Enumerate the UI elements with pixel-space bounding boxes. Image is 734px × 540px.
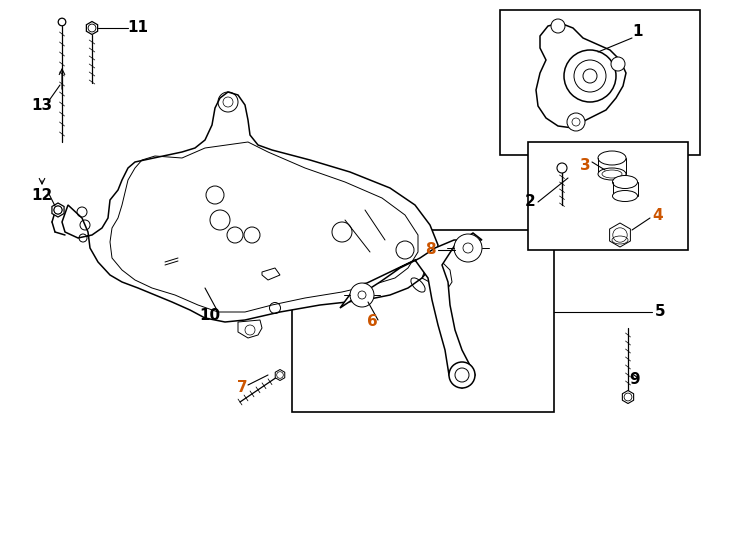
Ellipse shape <box>598 151 626 165</box>
Circle shape <box>454 234 482 262</box>
Text: 5: 5 <box>655 305 665 320</box>
Circle shape <box>449 362 475 388</box>
Polygon shape <box>340 233 482 388</box>
Polygon shape <box>62 92 438 322</box>
Circle shape <box>557 163 567 173</box>
Ellipse shape <box>598 168 626 180</box>
Polygon shape <box>52 203 64 217</box>
Circle shape <box>564 50 616 102</box>
Text: 4: 4 <box>653 207 664 222</box>
Text: 9: 9 <box>630 373 640 388</box>
Circle shape <box>350 283 374 307</box>
Circle shape <box>358 291 366 299</box>
Bar <box>528 142 688 250</box>
Circle shape <box>542 29 570 57</box>
Circle shape <box>611 57 625 71</box>
Text: 7: 7 <box>236 381 247 395</box>
Circle shape <box>567 113 585 131</box>
Text: 10: 10 <box>200 307 220 322</box>
Polygon shape <box>536 23 626 128</box>
Text: 2: 2 <box>525 194 535 210</box>
Polygon shape <box>622 390 633 403</box>
Text: 12: 12 <box>32 187 53 202</box>
Ellipse shape <box>612 191 638 201</box>
Polygon shape <box>610 223 631 247</box>
Text: 1: 1 <box>633 24 643 39</box>
Text: 3: 3 <box>580 158 590 172</box>
Text: 8: 8 <box>425 242 435 258</box>
Polygon shape <box>87 22 98 35</box>
Bar <box>292 230 554 412</box>
Circle shape <box>58 18 66 26</box>
Bar <box>500 10 700 155</box>
Ellipse shape <box>612 176 638 188</box>
Text: 13: 13 <box>32 98 53 112</box>
Circle shape <box>551 19 565 33</box>
Text: 11: 11 <box>128 21 148 36</box>
Text: 6: 6 <box>366 314 377 329</box>
Circle shape <box>463 243 473 253</box>
Polygon shape <box>275 369 285 381</box>
